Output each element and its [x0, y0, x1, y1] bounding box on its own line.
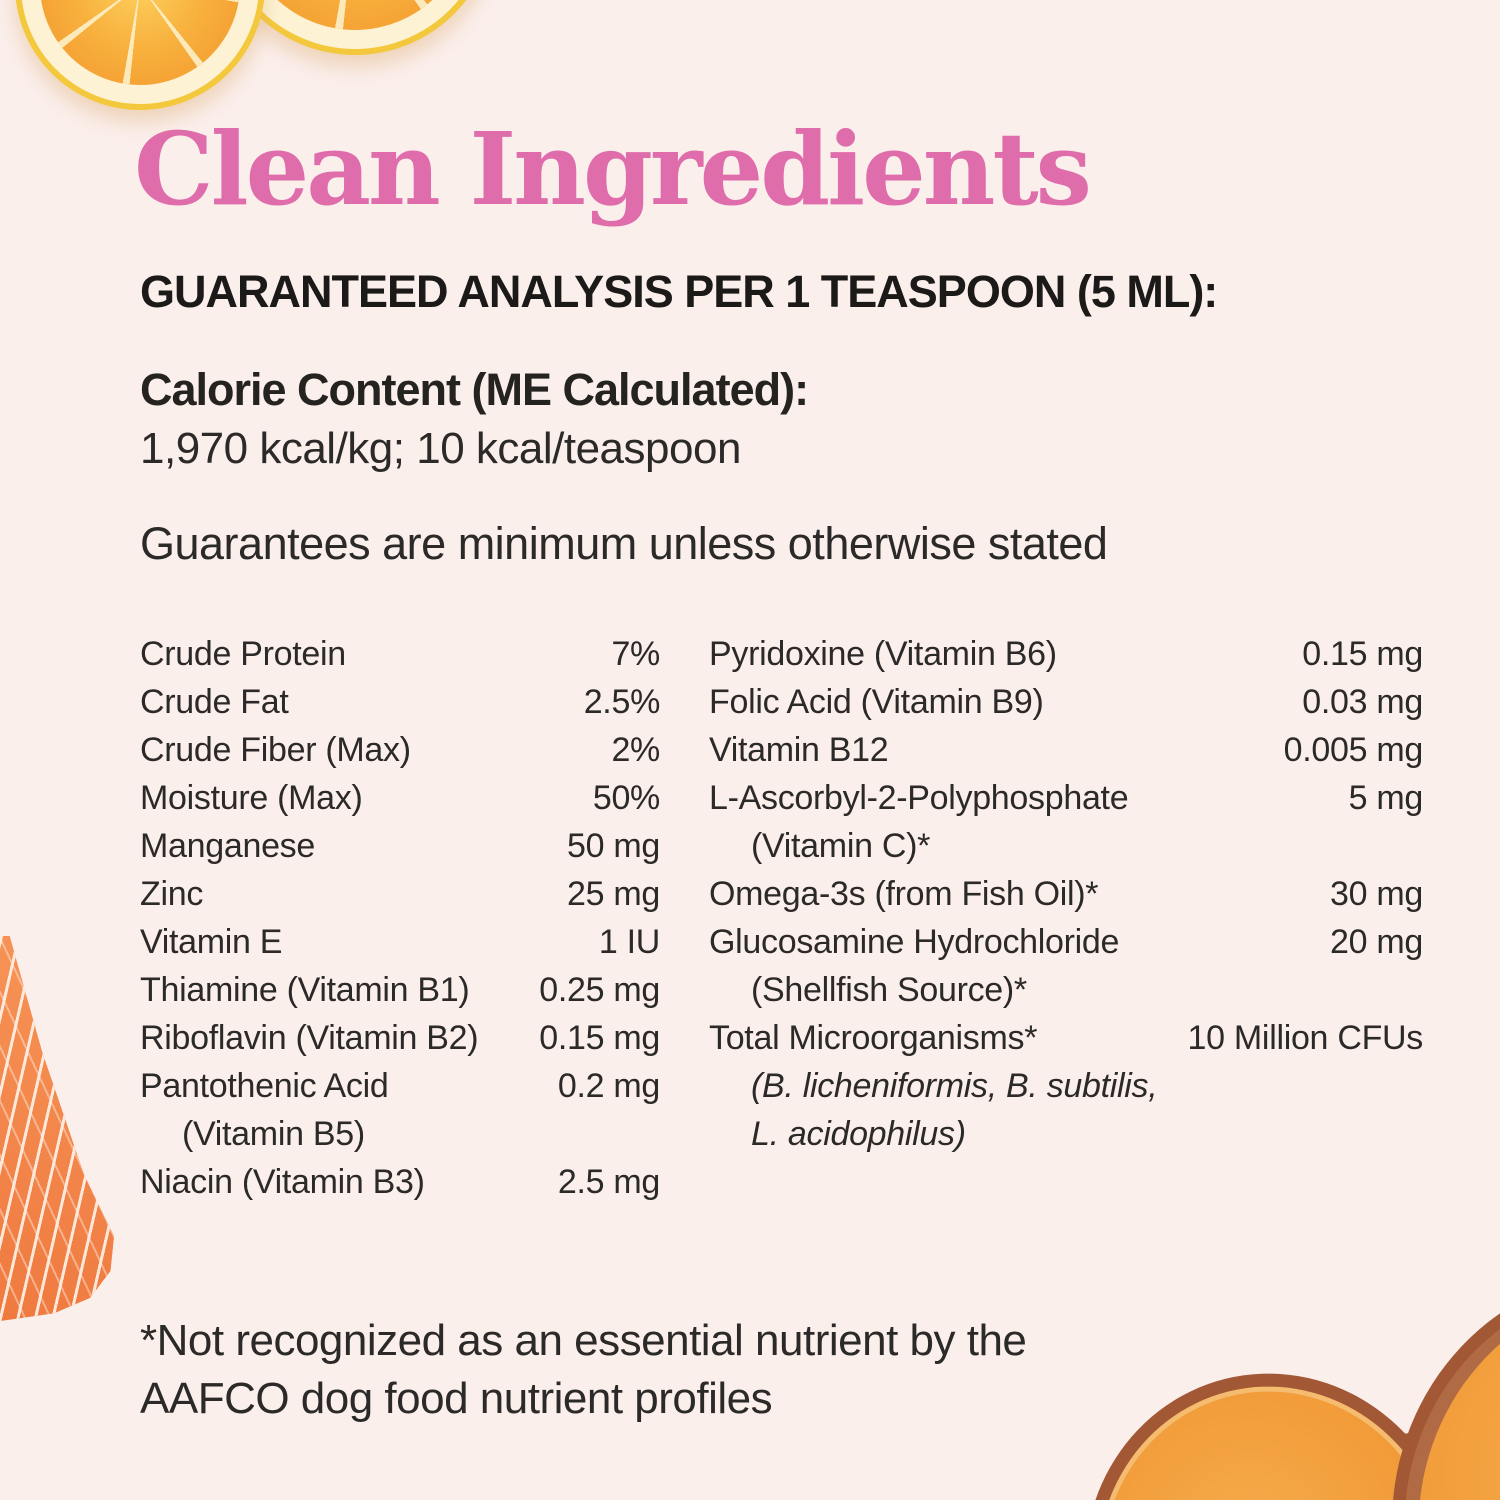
- aafco-footnote-line1: *Not recognized as an essential nutrient…: [140, 1316, 1027, 1365]
- nutrient-row: Folic Acid (Vitamin B9) 0.03 mg: [709, 678, 1423, 726]
- nutrient-row: Omega-3s (from Fish Oil)* 30 mg: [709, 870, 1423, 918]
- nutrient-label: Pantothenic Acid: [140, 1067, 389, 1105]
- nutrient-label: Pyridoxine (Vitamin B6): [709, 635, 1057, 673]
- nutrient-value: 2.5%: [583, 683, 661, 721]
- nutrient-value: 2%: [611, 731, 660, 769]
- nutrient-label: Riboflavin (Vitamin B2): [140, 1019, 479, 1057]
- nutrient-value: 50 mg: [567, 827, 660, 865]
- nutrient-value: 0.15 mg: [539, 1019, 660, 1057]
- nutrient-label: (Vitamin B5): [182, 1115, 365, 1153]
- nutrient-row: (B. licheniformis, B. subtilis,: [709, 1062, 1423, 1110]
- nutrient-row: Vitamin E 1 IU: [140, 918, 660, 966]
- nutrient-value: 1 IU: [598, 923, 660, 961]
- nutrient-value: 25 mg: [567, 875, 660, 913]
- nutrient-label: L-Ascorbyl-2-Polyphosphate: [709, 779, 1129, 817]
- nutrient-column-left: Crude Protein 7% Crude Fat 2.5% Crude Fiber …: [140, 630, 660, 1206]
- orange-slice-pith: [21, 0, 259, 104]
- nutrient-value: 20 mg: [1330, 923, 1423, 961]
- nutrient-value: 0.005 mg: [1283, 731, 1424, 769]
- nutrient-row: (Vitamin B5): [140, 1110, 660, 1158]
- guaranteed-analysis-table: Crude Protein 7% Crude Fat 2.5% Crude Fiber …: [140, 630, 1423, 1206]
- nutrient-row: Total Microorganisms* 10 Million CFUs: [709, 1014, 1423, 1062]
- nutrient-label: Moisture (Max): [140, 779, 363, 817]
- nutrient-row: Pantothenic Acid 0.2 mg: [140, 1062, 660, 1110]
- nutrient-row: Glucosamine Hydrochloride 20 mg: [709, 918, 1423, 966]
- nutrient-value: 0.25 mg: [539, 971, 660, 1009]
- nutrient-row: Manganese 50 mg: [140, 822, 660, 870]
- nutrient-label: (Vitamin C)*: [751, 827, 931, 865]
- aafco-footnote-line2: AAFCO dog food nutrient profiles: [140, 1374, 773, 1423]
- nutrient-label: Crude Fiber (Max): [140, 731, 411, 769]
- nutrient-label: Thiamine (Vitamin B1): [140, 971, 470, 1009]
- guaranteed-analysis-heading: GUARANTEED ANALYSIS PER 1 TEASPOON (5 ML…: [140, 266, 1218, 317]
- nutrient-label: (Shellfish Source)*: [751, 971, 1027, 1009]
- nutrient-label: Crude Protein: [140, 635, 346, 673]
- nutrient-label: Omega-3s (from Fish Oil)*: [709, 875, 1099, 913]
- nutrient-row: Crude Protein 7%: [140, 630, 660, 678]
- nutrient-row: Thiamine (Vitamin B1) 0.25 mg: [140, 966, 660, 1014]
- nutrient-row: L-Ascorbyl-2-Polyphosphate 5 mg: [709, 774, 1423, 822]
- nutrient-value: 50%: [592, 779, 660, 817]
- nutrient-value: 0.15 mg: [1302, 635, 1423, 673]
- nutrient-row: L. acidophilus): [709, 1110, 1423, 1158]
- calorie-content-value: 1,970 kcal/kg; 10 kcal/teaspoon: [140, 424, 741, 473]
- nutrient-row: Pyridoxine (Vitamin B6) 0.15 mg: [709, 630, 1423, 678]
- nutrient-value: 7%: [611, 635, 660, 673]
- nutrient-row: Crude Fat 2.5%: [140, 678, 660, 726]
- orange-slice-flesh: [40, 0, 240, 85]
- nutrient-label: Manganese: [140, 827, 315, 865]
- guarantees-minimum-note: Guarantees are minimum unless otherwise …: [140, 518, 1108, 569]
- nutrient-label: Vitamin B12: [709, 731, 889, 769]
- nutrient-label: Folic Acid (Vitamin B9): [709, 683, 1044, 721]
- nutrient-value: 30 mg: [1330, 875, 1423, 913]
- nutrient-label: Glucosamine Hydrochloride: [709, 923, 1120, 961]
- salmon-fillet-icon: [0, 936, 114, 1321]
- nutrient-label: L. acidophilus): [751, 1115, 966, 1153]
- nutrient-label: Zinc: [140, 875, 204, 913]
- orange-slice-flesh: [240, 0, 470, 30]
- nutrient-value: 0.2 mg: [557, 1067, 660, 1105]
- nutrient-value: 2.5 mg: [557, 1163, 660, 1201]
- nutrient-value: 0.03 mg: [1302, 683, 1423, 721]
- page-title: Clean Ingredients: [134, 110, 1092, 228]
- calorie-content-heading: Calorie Content (ME Calculated):: [140, 364, 809, 415]
- nutrient-row: Riboflavin (Vitamin B2) 0.15 mg: [140, 1014, 660, 1062]
- nutrient-row: (Vitamin C)*: [709, 822, 1423, 870]
- nutrient-row: Crude Fiber (Max) 2%: [140, 726, 660, 774]
- nutrient-value: 5 mg: [1348, 779, 1424, 817]
- nutrient-row: Zinc 25 mg: [140, 870, 660, 918]
- nutrient-row: Niacin (Vitamin B3) 2.5 mg: [140, 1158, 660, 1206]
- nutrient-row: Moisture (Max) 50%: [140, 774, 660, 822]
- nutrient-row: (Shellfish Source)*: [709, 966, 1423, 1014]
- nutrient-label: Niacin (Vitamin B3): [140, 1163, 425, 1201]
- nutrient-row: Vitamin B12 0.005 mg: [709, 726, 1423, 774]
- aafco-footnote: *Not recognized as an essential nutrient…: [140, 1312, 1027, 1428]
- nutrient-column-right: Pyridoxine (Vitamin B6) 0.15 mg Folic Acid…: [709, 630, 1423, 1206]
- nutrient-label: Total Microorganisms*: [709, 1019, 1038, 1057]
- nutrient-value: 10 Million CFUs: [1187, 1019, 1424, 1057]
- nutrient-label: Crude Fat: [140, 683, 289, 721]
- nutrient-label: Vitamin E: [140, 923, 283, 961]
- nutrient-label: (B. licheniformis, B. subtilis,: [751, 1067, 1158, 1105]
- orange-slice-icon: [15, 0, 265, 110]
